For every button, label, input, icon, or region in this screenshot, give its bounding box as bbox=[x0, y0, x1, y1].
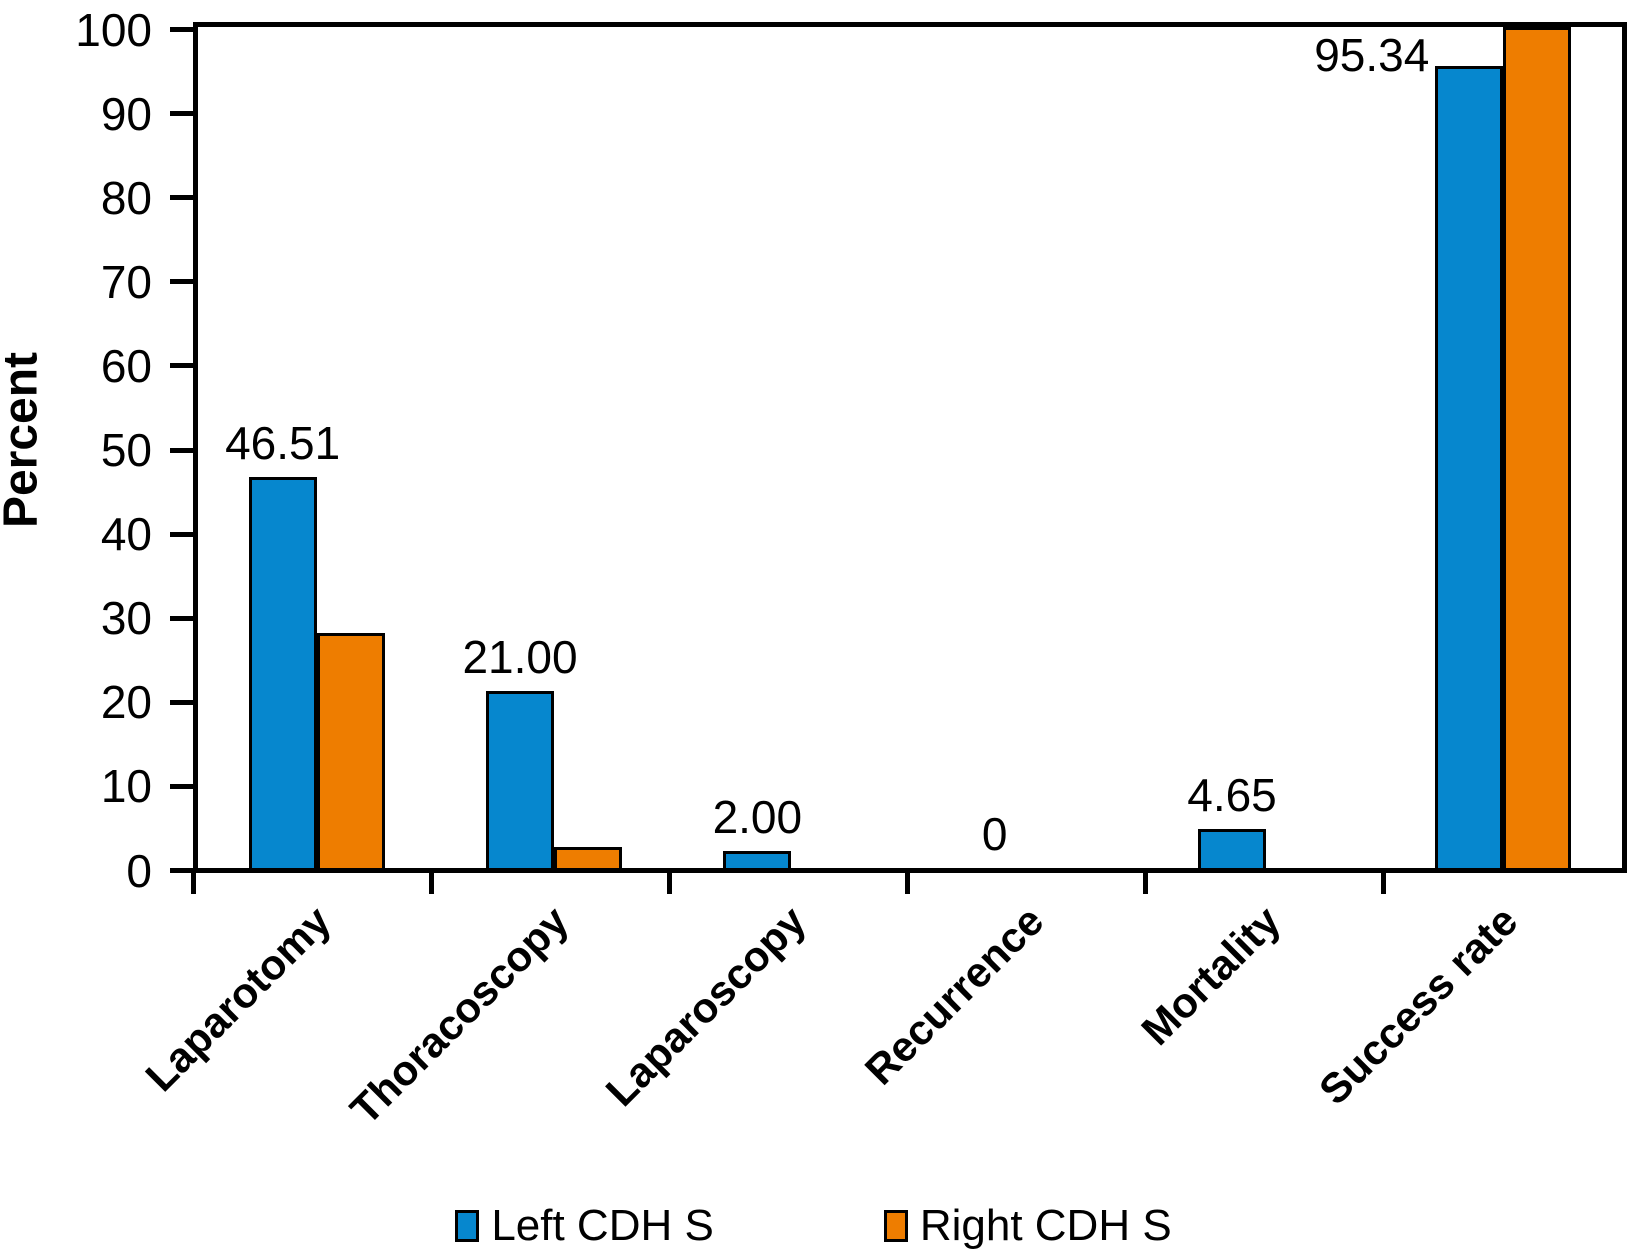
bar-right-cdh-s-laparotomy bbox=[316, 633, 385, 868]
x-tick-4 bbox=[1143, 873, 1149, 894]
bar-right-cdh-s-thoracoscopy bbox=[554, 847, 622, 868]
bar-value-label-recurrence: 0 bbox=[981, 808, 1008, 860]
y-tick-60 bbox=[170, 363, 193, 369]
plot-area bbox=[193, 22, 1627, 873]
bar-left-cdh-s-mortality bbox=[1198, 829, 1266, 868]
y-tick-80 bbox=[170, 195, 193, 201]
y-tick-90 bbox=[170, 111, 193, 117]
x-tick-2 bbox=[666, 873, 672, 894]
bar-value-label-success-rate: 95.34 bbox=[1314, 29, 1430, 82]
y-tick-70 bbox=[170, 279, 193, 285]
bar-left-cdh-s-laparotomy bbox=[248, 477, 317, 868]
y-tick-label-20: 20 bbox=[100, 676, 152, 729]
y-tick-50 bbox=[170, 447, 193, 453]
bar-value-label-mortality: 4.65 bbox=[1187, 768, 1277, 821]
bar-value-label-thoracoscopy: 21.00 bbox=[462, 631, 578, 684]
legend-swatch-orange bbox=[883, 1210, 908, 1242]
y-tick-20 bbox=[170, 699, 193, 705]
x-category-label-success-rate: Success rate bbox=[1310, 897, 1527, 1114]
y-tick-label-0: 0 bbox=[126, 844, 152, 897]
legend-item-left-cdh: Left CDH S bbox=[455, 1198, 714, 1254]
bar-left-cdh-s-success-rate bbox=[1435, 66, 1504, 868]
x-category-label-laparotomy: Laparotomy bbox=[136, 897, 340, 1101]
y-tick-label-40: 40 bbox=[100, 508, 152, 561]
bar-left-cdh-s-thoracoscopy bbox=[486, 691, 554, 868]
legend: Left CDH S Right CDH S bbox=[0, 1198, 1627, 1254]
y-tick-30 bbox=[170, 615, 193, 621]
legend-item-right-cdh: Right CDH S bbox=[883, 1198, 1172, 1254]
bar-right-cdh-s-success-rate bbox=[1503, 27, 1572, 868]
bar-value-label-laparotomy: 46.51 bbox=[225, 416, 341, 469]
legend-label: Right CDH S bbox=[919, 1201, 1172, 1250]
x-category-label-recurrence: Recurrence bbox=[855, 897, 1052, 1094]
x-tick-5 bbox=[1381, 873, 1387, 894]
y-tick-label-100: 100 bbox=[75, 3, 152, 56]
y-tick-label-30: 30 bbox=[100, 592, 152, 645]
y-tick-label-10: 10 bbox=[100, 760, 152, 813]
y-tick-label-90: 90 bbox=[100, 87, 152, 140]
x-category-label-laparoscopy: Laparoscopy bbox=[596, 897, 815, 1116]
x-category-label-thoracoscopy: Thoracoscopy bbox=[341, 897, 578, 1134]
x-category-label-mortality: Mortality bbox=[1132, 897, 1290, 1054]
y-tick-label-70: 70 bbox=[100, 255, 152, 308]
y-tick-label-80: 80 bbox=[100, 171, 152, 224]
y-tick-label-60: 60 bbox=[100, 339, 152, 392]
bar-value-label-laparoscopy: 2.00 bbox=[712, 791, 803, 844]
y-tick-100 bbox=[170, 27, 193, 32]
legend-swatch-blue bbox=[455, 1210, 480, 1242]
legend-label: Left CDH S bbox=[491, 1201, 714, 1250]
y-tick-0 bbox=[170, 868, 193, 873]
x-tick-1 bbox=[428, 873, 434, 894]
x-tick-0 bbox=[190, 873, 196, 894]
x-tick-3 bbox=[905, 873, 910, 894]
y-tick-10 bbox=[170, 783, 193, 789]
y-tick-40 bbox=[170, 531, 193, 537]
y-tick-label-50: 50 bbox=[100, 424, 152, 476]
bar-left-cdh-s-laparoscopy bbox=[723, 851, 792, 868]
